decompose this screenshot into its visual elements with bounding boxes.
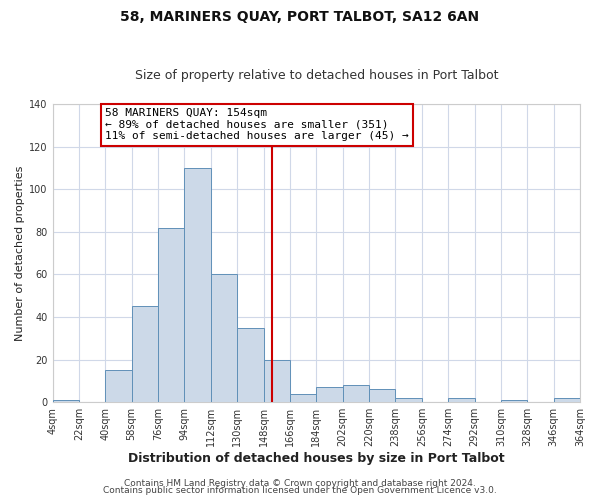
Bar xyxy=(448,398,475,402)
Bar xyxy=(131,306,158,402)
Text: Contains public sector information licensed under the Open Government Licence v3: Contains public sector information licen… xyxy=(103,486,497,495)
Bar xyxy=(158,228,184,402)
Bar xyxy=(184,168,211,402)
Bar xyxy=(211,274,237,402)
Bar xyxy=(343,385,369,402)
Bar xyxy=(369,390,395,402)
Text: 58, MARINERS QUAY, PORT TALBOT, SA12 6AN: 58, MARINERS QUAY, PORT TALBOT, SA12 6AN xyxy=(121,10,479,24)
Title: Size of property relative to detached houses in Port Talbot: Size of property relative to detached ho… xyxy=(134,69,498,82)
Bar xyxy=(105,370,131,402)
Text: 58 MARINERS QUAY: 154sqm
← 89% of detached houses are smaller (351)
11% of semi-: 58 MARINERS QUAY: 154sqm ← 89% of detach… xyxy=(105,108,409,142)
Bar xyxy=(237,328,263,402)
Bar xyxy=(263,360,290,402)
Text: Contains HM Land Registry data © Crown copyright and database right 2024.: Contains HM Land Registry data © Crown c… xyxy=(124,478,476,488)
Bar xyxy=(53,400,79,402)
Bar xyxy=(316,388,343,402)
Bar xyxy=(395,398,422,402)
Bar xyxy=(501,400,527,402)
Y-axis label: Number of detached properties: Number of detached properties xyxy=(15,166,25,341)
Bar xyxy=(554,398,580,402)
Bar xyxy=(290,394,316,402)
X-axis label: Distribution of detached houses by size in Port Talbot: Distribution of detached houses by size … xyxy=(128,452,505,465)
